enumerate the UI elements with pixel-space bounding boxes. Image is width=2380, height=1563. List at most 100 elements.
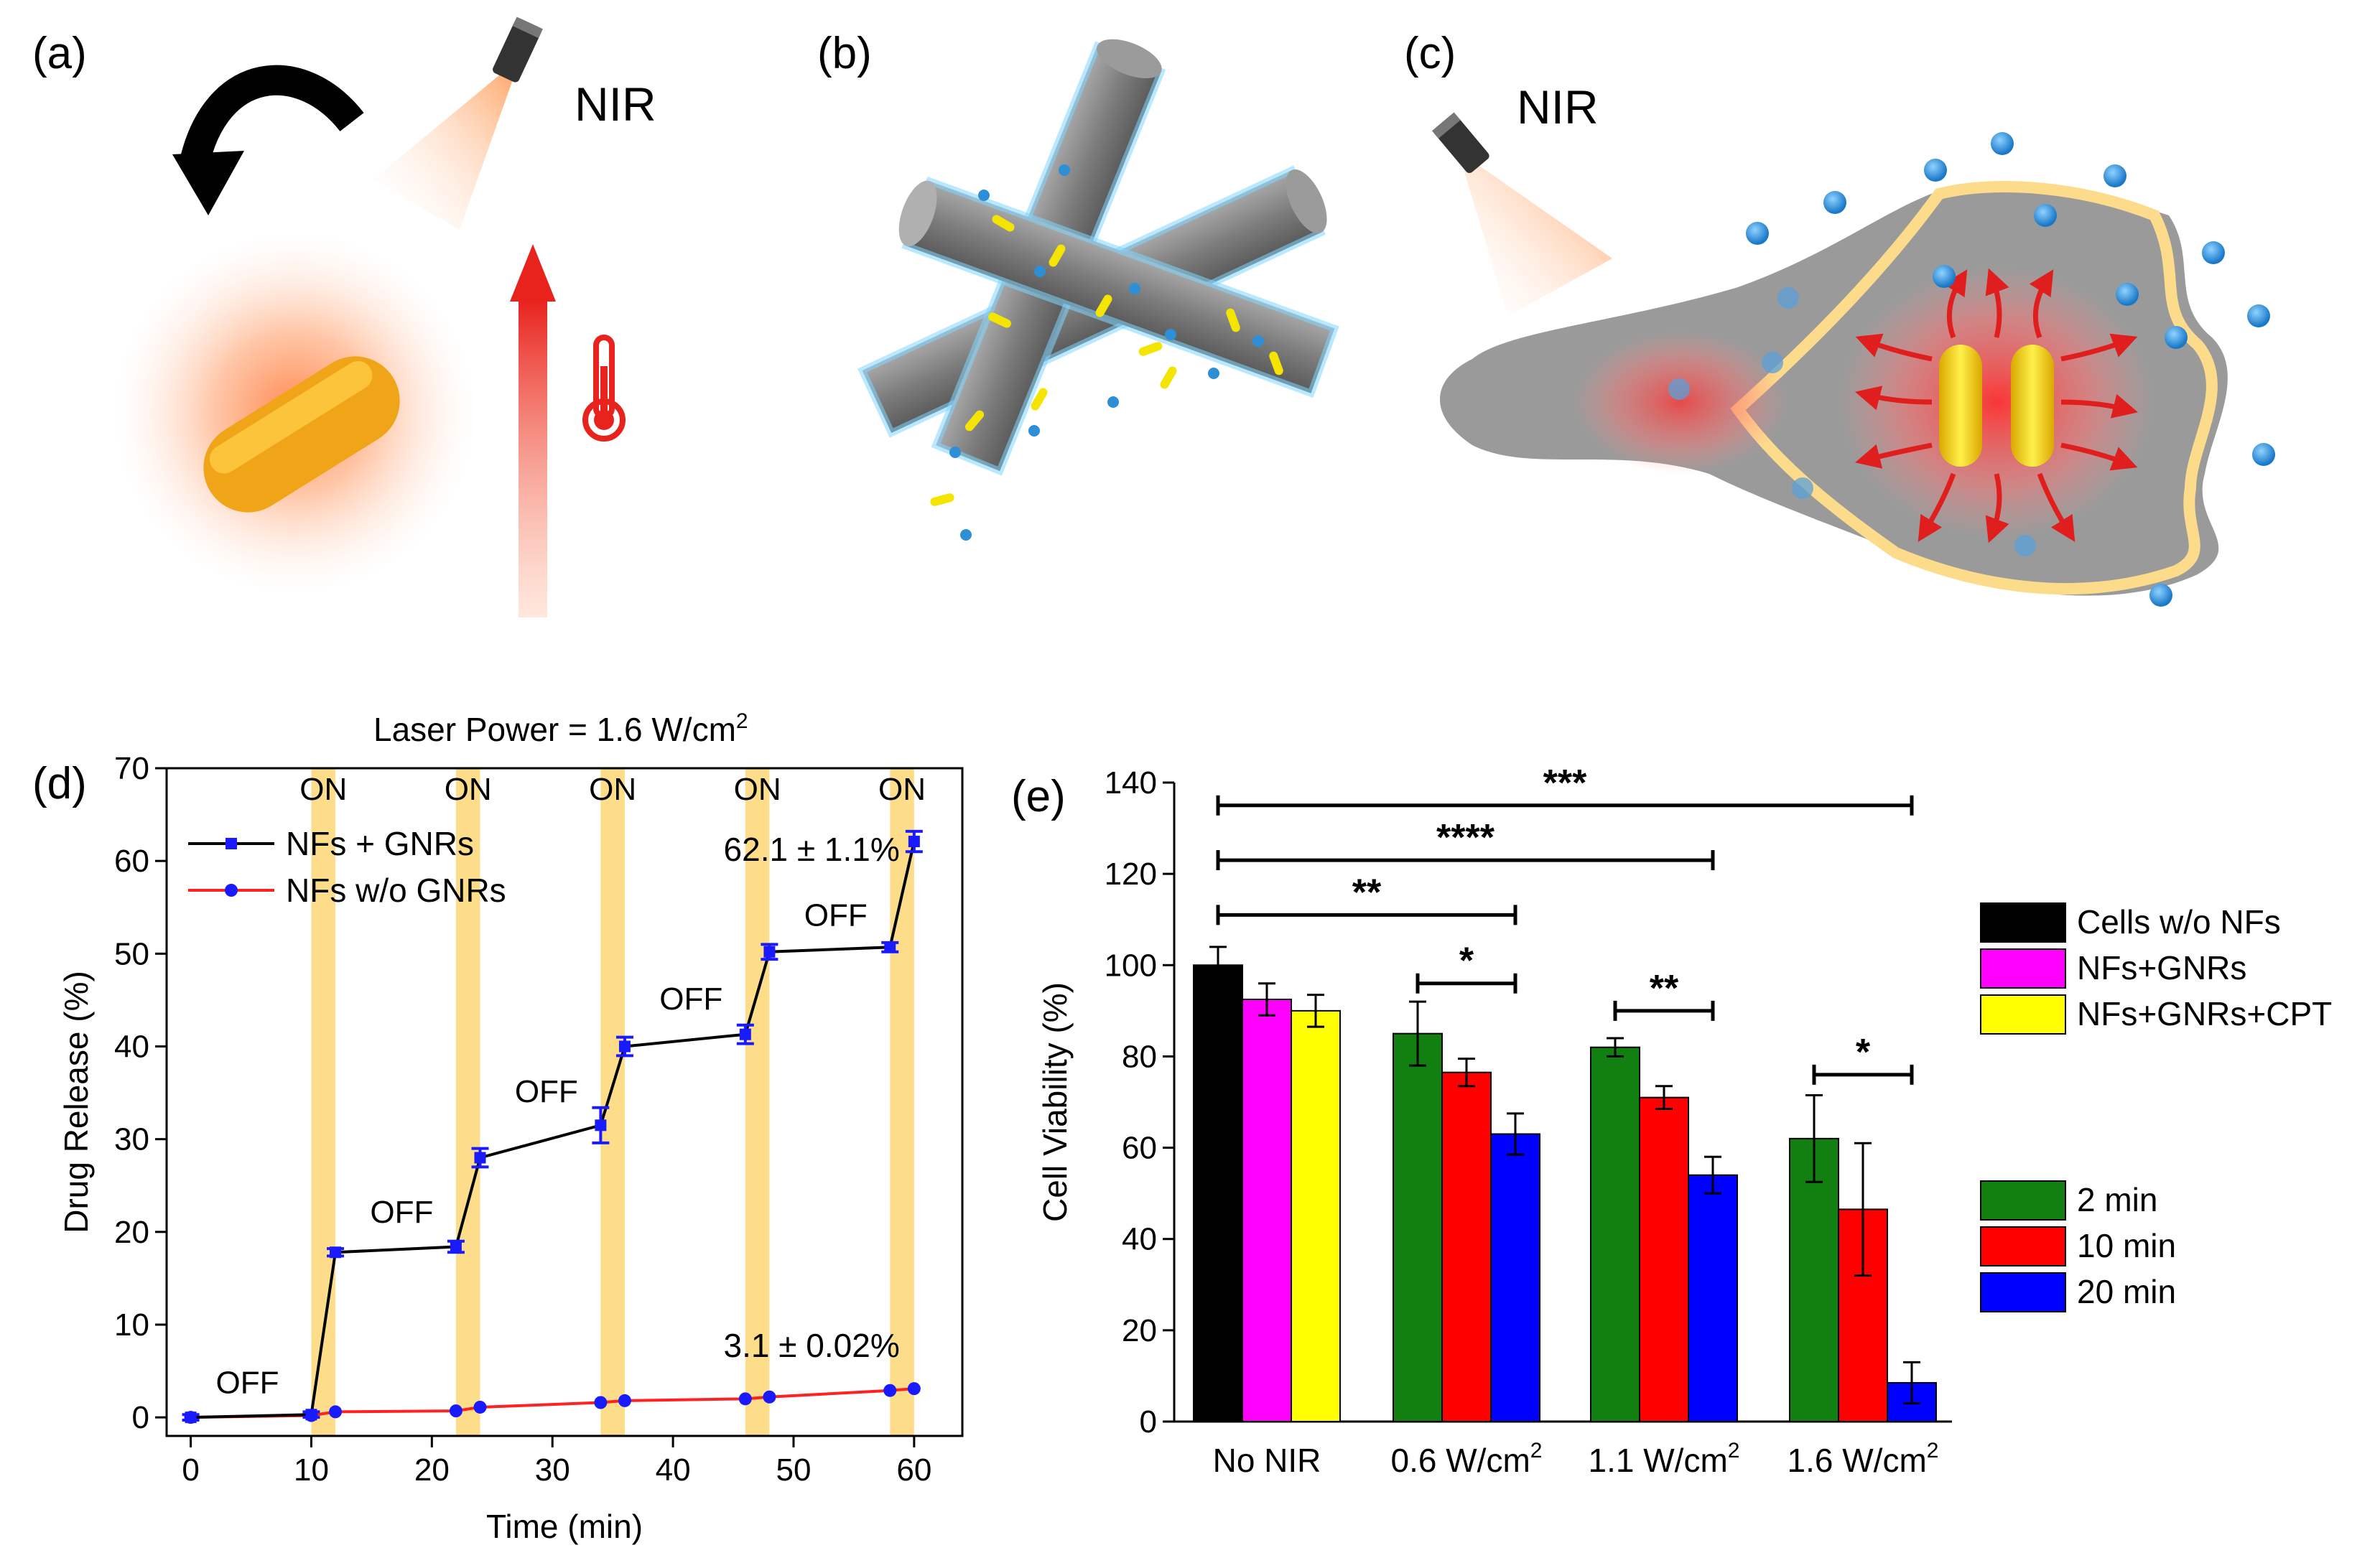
y-tick-label: 40 bbox=[114, 1030, 149, 1065]
value-annotation: 3.1 ± 0.02% bbox=[724, 1327, 900, 1364]
group-label: 0.6 W/cm2 bbox=[1391, 1439, 1543, 1479]
nir-label-a: NIR bbox=[575, 78, 656, 131]
cell-viability-chart: 0 20 40 60 80 100 120 140 Cell Viability (%) No N… bbox=[1036, 762, 2332, 1479]
panel-e: (e) 0 20 40 60 80 100 120 140 Cell Viability (%)… bbox=[1011, 762, 2332, 1479]
legend-label: NFs+GNRs bbox=[2077, 949, 2246, 986]
legend-label: NFs+GNRs+CPT bbox=[2077, 995, 2332, 1032]
panel-b: (b) bbox=[817, 29, 1339, 541]
bar bbox=[1441, 1071, 1492, 1423]
x-tick-label: 50 bbox=[776, 1452, 811, 1488]
y-tick-label: 0 bbox=[1140, 1404, 1157, 1440]
y-tick-label: 140 bbox=[1105, 765, 1157, 801]
on-band bbox=[600, 768, 625, 1436]
y-tick-label: 30 bbox=[114, 1122, 149, 1157]
on-band bbox=[890, 768, 914, 1436]
off-label: OFF bbox=[215, 1366, 279, 1401]
bar bbox=[1590, 1046, 1640, 1422]
legend-swatch bbox=[1980, 948, 2066, 989]
laser-beam bbox=[1458, 151, 1612, 316]
y-tick-label: 50 bbox=[114, 936, 149, 971]
data-point bbox=[330, 1246, 342, 1259]
series-line bbox=[190, 1387, 915, 1419]
nanofiber-mesh bbox=[857, 39, 1339, 541]
panel-d: (d) Laser Power = 1.6 W/cm2 ON ON ON ON ON 0 1… bbox=[32, 709, 964, 1545]
significance-stars: * bbox=[1856, 1032, 1871, 1073]
x-tick-label: 40 bbox=[656, 1452, 691, 1488]
data-point bbox=[305, 1409, 317, 1421]
y-tick-label: 20 bbox=[1122, 1313, 1157, 1348]
data-point bbox=[763, 946, 776, 958]
off-label: OFF bbox=[659, 981, 722, 1017]
data-point bbox=[883, 1384, 897, 1397]
y-tick-label: 120 bbox=[1105, 857, 1157, 892]
gold-nanorod bbox=[1939, 345, 1982, 467]
x-tick-label: 20 bbox=[414, 1452, 450, 1488]
panel-e-label: (e) bbox=[1011, 772, 1066, 821]
y-tick-label: 100 bbox=[1105, 948, 1157, 983]
temperature-arrow bbox=[519, 302, 547, 617]
panel-d-label: (d) bbox=[32, 759, 87, 808]
released-drug-molecules bbox=[1668, 132, 2275, 607]
legend-label: 10 min bbox=[2077, 1227, 2176, 1264]
bar bbox=[1393, 1032, 1443, 1422]
y-tick-label: 60 bbox=[114, 844, 149, 879]
group-label: 1.1 W/cm2 bbox=[1589, 1439, 1740, 1479]
y-axis-title: Drug Release (%) bbox=[57, 971, 95, 1233]
x-tick-label: 0 bbox=[182, 1452, 199, 1488]
chart-d-title: Laser Power = 1.6 W/cm2 bbox=[373, 709, 748, 748]
data-point bbox=[907, 1382, 921, 1396]
y-tick-label: 40 bbox=[1122, 1222, 1157, 1257]
y-axis-title: Cell Viability (%) bbox=[1036, 982, 1074, 1222]
off-label: OFF bbox=[515, 1074, 578, 1109]
y-tick-label: 60 bbox=[1122, 1131, 1157, 1166]
panel-c: (c) NIR bbox=[1404, 29, 2275, 607]
heat-flow-arrows bbox=[1855, 268, 2138, 543]
legend-marker bbox=[225, 884, 238, 897]
legend-label: NFs w/o GNRs bbox=[286, 872, 506, 909]
data-point bbox=[884, 941, 896, 953]
data-point bbox=[595, 1119, 607, 1132]
data-point bbox=[450, 1241, 462, 1253]
off-label: OFF bbox=[370, 1195, 433, 1230]
data-point bbox=[739, 1028, 751, 1040]
gold-nanorod bbox=[203, 356, 400, 513]
rotation-arrow-icon bbox=[179, 65, 364, 169]
on-label: ON bbox=[878, 772, 926, 807]
legend-label: 2 min bbox=[2077, 1181, 2157, 1218]
plot-frame bbox=[165, 767, 964, 1437]
bar bbox=[1688, 1174, 1738, 1422]
heat-zone bbox=[1839, 266, 2154, 538]
legend-marker bbox=[226, 838, 237, 849]
y-tick-label: 10 bbox=[114, 1307, 149, 1343]
bar bbox=[1490, 1133, 1540, 1422]
rotation-arrow-head bbox=[172, 151, 244, 215]
y-tick-label: 20 bbox=[114, 1215, 149, 1250]
cell-membrane bbox=[1730, 181, 2218, 595]
bar bbox=[1639, 1096, 1689, 1422]
x-axis-title: Time (min) bbox=[486, 1508, 643, 1545]
data-point bbox=[618, 1040, 631, 1053]
y-tick-label: 0 bbox=[132, 1400, 149, 1435]
data-point bbox=[473, 1400, 487, 1414]
drug-molecules bbox=[949, 164, 1264, 541]
panel-a: (a) NIR bbox=[32, 17, 656, 617]
data-point bbox=[185, 1412, 197, 1424]
x-tick-label: 10 bbox=[294, 1452, 329, 1488]
thermometer-icon bbox=[582, 335, 626, 442]
laser-pointer-icon bbox=[493, 17, 543, 83]
group-label: No NIR bbox=[1213, 1442, 1321, 1479]
heat-zone bbox=[1573, 330, 1788, 474]
data-point bbox=[329, 1405, 343, 1419]
y-tick-label: 80 bbox=[1122, 1039, 1157, 1074]
significance-stars: **** bbox=[1436, 817, 1495, 859]
off-label: OFF bbox=[804, 898, 868, 933]
data-point bbox=[738, 1392, 752, 1406]
significance-stars: ** bbox=[1650, 968, 1679, 1009]
bar bbox=[1242, 998, 1292, 1422]
on-label: ON bbox=[589, 772, 636, 807]
significance-stars: * bbox=[1459, 941, 1474, 982]
bar bbox=[1291, 1009, 1341, 1423]
legend-swatch bbox=[1980, 1272, 2066, 1312]
y-tick-label: 70 bbox=[114, 751, 149, 786]
